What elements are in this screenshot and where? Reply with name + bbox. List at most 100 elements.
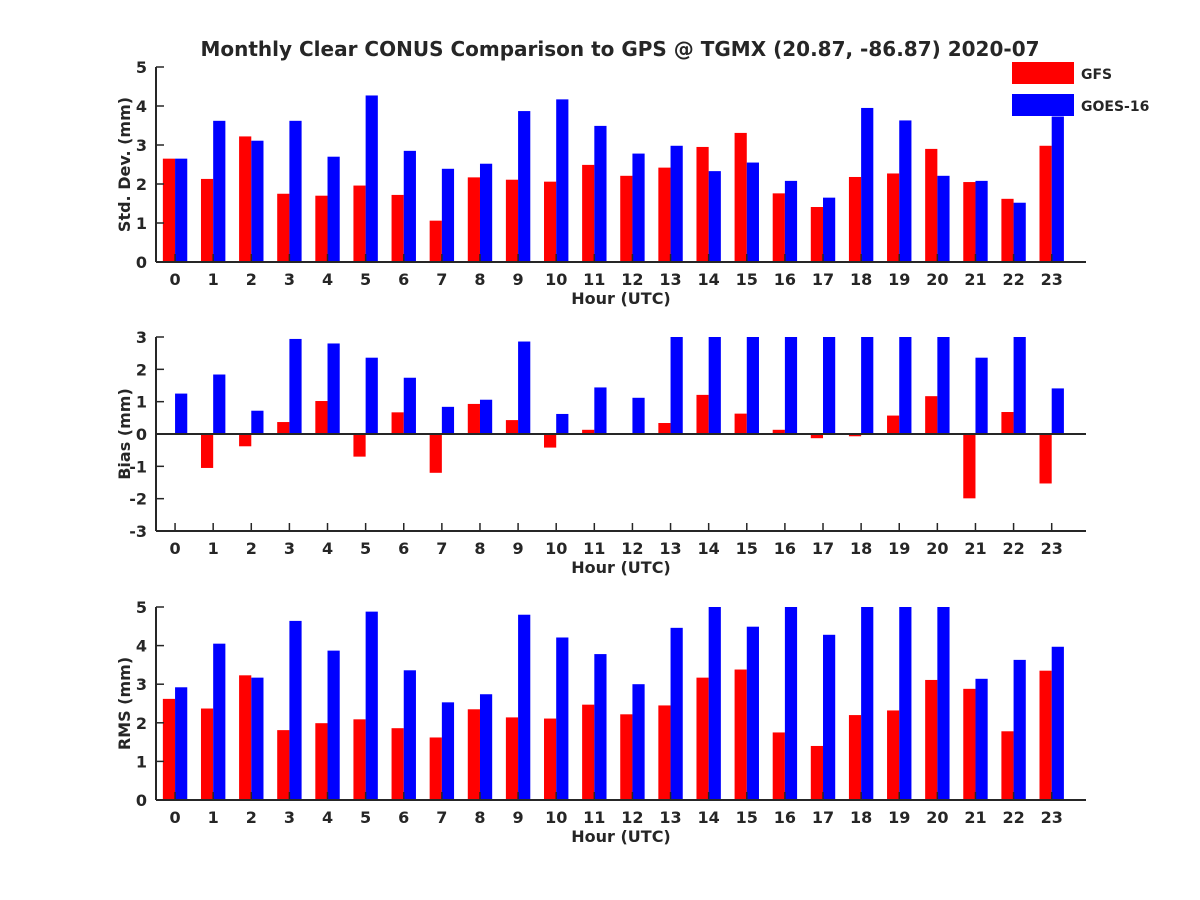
bias-x-tick-label-11: 11 [583, 539, 605, 558]
rms-bar-gfs-7 [429, 737, 442, 800]
rms-bar-gfs-13 [658, 705, 671, 800]
std-dev-x-tick-label-13: 13 [659, 270, 681, 289]
rms-x-tick-label-15: 15 [736, 808, 758, 827]
legend-label-goes16: GOES-16 [1081, 99, 1149, 115]
rms-x-tick-label-16: 16 [774, 808, 796, 827]
bias-bar-goes-16-8 [479, 399, 493, 434]
std-dev-x-tick-label-10: 10 [545, 270, 567, 289]
std-dev-bar-gfs-22 [1001, 198, 1014, 262]
bias-bar-gfs-9 [505, 420, 519, 434]
std-dev-bar-gfs-1 [200, 178, 214, 262]
std-dev-bar-goes-16-6 [403, 150, 416, 262]
rms-bar-goes-16-5 [365, 611, 378, 800]
bias-bar-goes-16-20 [937, 337, 950, 434]
rms-bar-goes-16-11 [594, 654, 607, 800]
std-dev-bar-gfs-8 [467, 177, 480, 262]
std-dev-x-tick-label-0: 0 [169, 270, 180, 289]
rms-bar-gfs-0 [162, 698, 176, 800]
std-dev-bar-gfs-2 [239, 136, 252, 262]
bias-y-tick-label-3: 3 [136, 328, 147, 347]
rms-x-tick-label-17: 17 [812, 808, 834, 827]
rms-bar-goes-16-15 [746, 626, 759, 800]
std-dev-bar-goes-16-19 [899, 120, 912, 263]
std-dev-y-tick-label-0: 0 [136, 253, 147, 272]
std-dev-bar-gfs-7 [429, 220, 442, 262]
bias-x-tick-label-21: 21 [964, 539, 986, 558]
rms-x-tick-label-9: 9 [513, 808, 524, 827]
std-dev-x-tick-label-8: 8 [474, 270, 485, 289]
std-dev-bar-gfs-3 [277, 193, 290, 262]
std-dev-bar-gfs-4 [315, 195, 328, 262]
bias-bar-goes-16-2 [251, 410, 264, 434]
bias-bar-goes-16-7 [441, 406, 455, 434]
rms-x-tick-label-11: 11 [583, 808, 605, 827]
bias-bar-gfs-13 [658, 423, 671, 434]
std-dev-bar-gfs-0 [162, 158, 176, 262]
bias-bar-goes-16-10 [556, 413, 569, 434]
bias-y-tick-label-2: 2 [136, 360, 147, 379]
rms-x-tick-label-20: 20 [926, 808, 948, 827]
rms-bar-goes-16-20 [937, 607, 950, 800]
std-dev-bar-gfs-16 [772, 193, 785, 262]
rms-bar-gfs-23 [1039, 670, 1052, 800]
std-dev-bar-gfs-10 [544, 181, 557, 262]
rms-bar-gfs-16 [772, 732, 785, 800]
rms-bar-goes-16-17 [823, 634, 836, 800]
std-dev-x-axis-label: Hour (UTC) [571, 289, 671, 308]
std-dev-bar-goes-16-0 [175, 158, 188, 262]
bias-x-tick-label-2: 2 [246, 539, 257, 558]
bias-x-tick-label-3: 3 [284, 539, 295, 558]
rms-y-tick-label-5: 5 [136, 598, 147, 617]
std-dev-bar-goes-16-21 [975, 180, 988, 262]
rms-bar-gfs-2 [239, 675, 252, 800]
rms-bar-goes-16-4 [327, 650, 340, 800]
rms-y-tick-label-0: 0 [136, 791, 147, 810]
rms-x-tick-label-14: 14 [698, 808, 720, 827]
rms-x-tick-label-7: 7 [436, 808, 447, 827]
rms-bar-goes-16-1 [213, 643, 226, 800]
std-dev-y-axis-label: Std. Dev. (mm) [115, 97, 134, 232]
rms-bar-goes-16-7 [441, 702, 455, 800]
bias-x-tick-label-19: 19 [888, 539, 910, 558]
legend: GFS GOES-16 [1012, 62, 1149, 116]
std-dev-x-tick-label-20: 20 [926, 270, 948, 289]
rms-bar-goes-16-22 [1013, 659, 1026, 800]
std-dev-bar-gfs-23 [1039, 145, 1052, 262]
rms-x-tick-label-12: 12 [621, 808, 643, 827]
bias-x-tick-label-20: 20 [926, 539, 948, 558]
rms-y-tick-label-1: 1 [136, 752, 147, 771]
std-dev-bar-gfs-18 [848, 176, 862, 262]
rms-x-tick-label-10: 10 [545, 808, 567, 827]
std-dev-y-tick-label-1: 1 [136, 214, 147, 233]
rms-bar-gfs-3 [277, 730, 290, 800]
rms-x-axis-label: Hour (UTC) [571, 827, 671, 846]
bias-bar-gfs-5 [353, 434, 366, 457]
bias-y-tick-label-0: 0 [136, 425, 147, 444]
std-dev-bar-goes-16-13 [670, 145, 683, 262]
std-dev-x-tick-label-18: 18 [850, 270, 872, 289]
bias-bar-goes-16-0 [175, 393, 188, 434]
std-dev-x-tick-label-11: 11 [583, 270, 605, 289]
std-dev-x-tick-label-12: 12 [621, 270, 643, 289]
rms-bar-goes-16-13 [670, 627, 683, 800]
bias-bar-gfs-19 [887, 415, 900, 434]
std-dev-bar-gfs-9 [505, 179, 519, 262]
rms-bar-gfs-5 [353, 719, 366, 800]
bias-y-tick-label-2: -2 [129, 490, 147, 509]
bias-bar-goes-16-14 [708, 337, 721, 434]
std-dev-x-tick-label-16: 16 [774, 270, 796, 289]
bias-x-tick-label-18: 18 [850, 539, 872, 558]
bias-bar-goes-16-12 [632, 397, 645, 434]
rms-bar-gfs-4 [315, 723, 328, 800]
std-dev-bar-goes-16-22 [1013, 202, 1026, 262]
rms-bar-goes-16-21 [975, 678, 988, 800]
std-dev-x-tick-label-4: 4 [322, 270, 333, 289]
rms-x-tick-label-1: 1 [208, 808, 219, 827]
std-dev-bar-goes-16-12 [632, 153, 645, 262]
std-dev-bar-goes-16-5 [365, 95, 378, 262]
rms-x-tick-label-0: 0 [169, 808, 180, 827]
rms-bar-goes-16-14 [708, 607, 721, 800]
std-dev-bar-gfs-6 [391, 194, 404, 262]
